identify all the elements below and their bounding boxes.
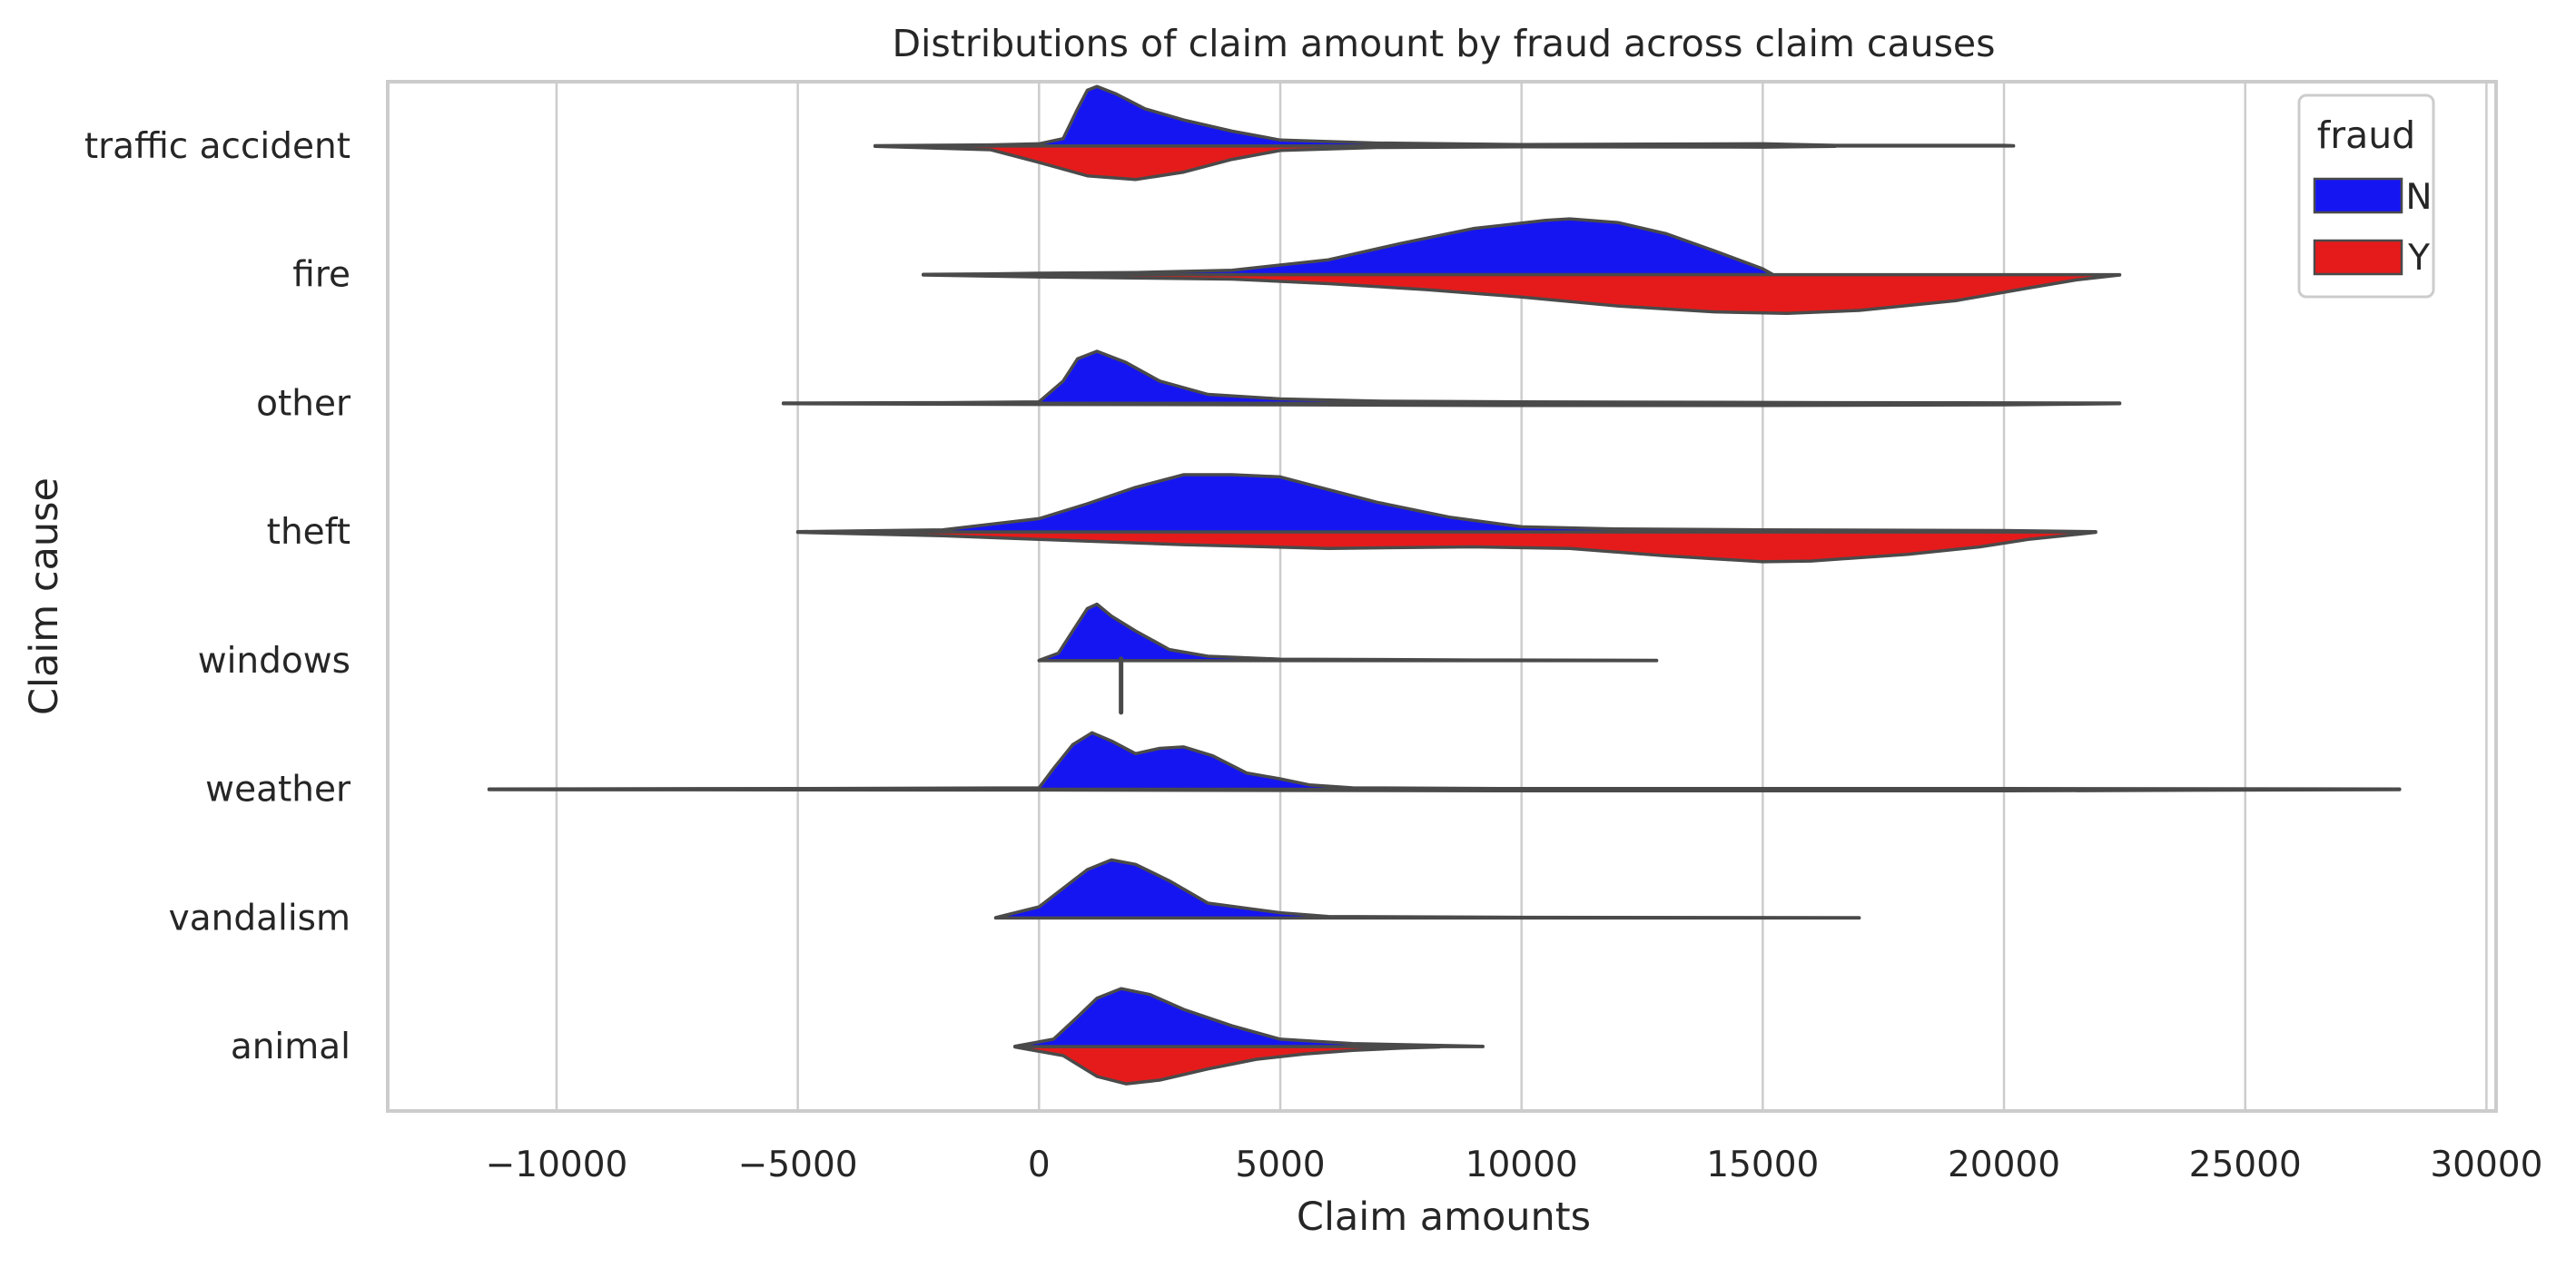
violin-n-vandalism (993, 858, 1861, 920)
y-tick-label: animal (231, 1027, 350, 1067)
x-tick-labels: −10000 −5000 0 5000 10000 15000 20000 25000 3000… (486, 1145, 2543, 1185)
legend-swatch-y (2313, 239, 2403, 276)
violin-y-animal (1013, 1045, 1442, 1086)
legend: fraud N Y (2297, 93, 2435, 299)
plot-frame (386, 80, 2498, 1113)
y-tick-labels: traffic accident fire other theft windows wea… (84, 126, 351, 1067)
violin-n-windows (1037, 602, 1659, 663)
violin-n-other (781, 349, 2122, 406)
violin-n-traffic-accident (873, 84, 2016, 148)
legend-label-n: N (2405, 177, 2432, 218)
violin-y-traffic-accident (873, 144, 1837, 182)
x-axis-label: Claim amounts (1297, 1194, 1591, 1240)
violin-n-weather (487, 731, 2402, 791)
x-tick-label: 15000 (1706, 1145, 1819, 1185)
legend-swatch-n (2313, 177, 2403, 214)
x-tick-label: 10000 (1466, 1145, 1578, 1185)
violin-n-animal (1013, 987, 1485, 1048)
violin-y-weather (487, 787, 2402, 793)
x-tick-label: 20000 (1948, 1145, 2060, 1185)
x-tick-label: 0 (1028, 1145, 1051, 1185)
violin-y-other (781, 401, 2122, 408)
legend-label-y: Y (2407, 238, 2430, 279)
violin-y-theft (795, 530, 2097, 564)
x-tick-label: −10000 (486, 1145, 628, 1185)
x-tick-label: 25000 (2189, 1145, 2302, 1185)
y-axis-label: Claim cause (22, 477, 67, 715)
y-tick-label: other (256, 383, 351, 424)
y-tick-label: windows (198, 641, 350, 682)
violin-n-fire (922, 217, 1774, 277)
violin-y-fire (922, 272, 2122, 316)
y-tick-label: traffic accident (84, 126, 350, 167)
y-tick-label: vandalism (169, 898, 350, 939)
legend-title: fraud (2317, 113, 2415, 157)
x-tick-label: −5000 (738, 1145, 858, 1185)
violin-n-theft (795, 473, 2097, 534)
chart-title: Distributions of claim amount by fraud a… (892, 22, 1995, 65)
x-tick-label: 30000 (2430, 1145, 2542, 1185)
violins (487, 84, 2402, 1086)
x-tick-label: 5000 (1235, 1145, 1325, 1185)
y-tick-label: fire (292, 255, 350, 296)
y-tick-label: theft (267, 512, 350, 553)
y-tick-label: weather (205, 770, 351, 811)
